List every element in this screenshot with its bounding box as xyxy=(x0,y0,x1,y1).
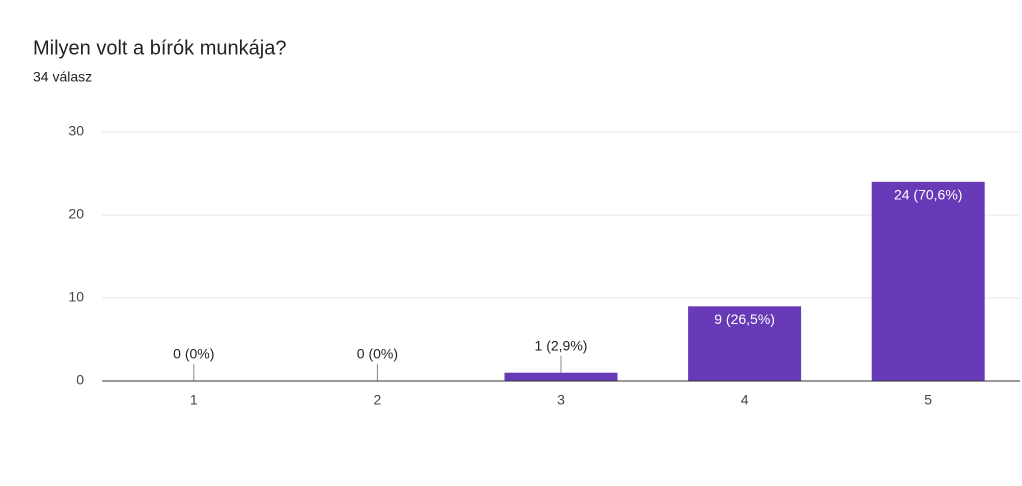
chart-subtitle: 34 válasz xyxy=(33,69,92,85)
bar xyxy=(688,306,802,381)
x-tick-label: 1 xyxy=(190,392,198,408)
y-tick-label: 0 xyxy=(76,372,84,388)
x-tick-label: 5 xyxy=(924,392,932,408)
value-label: 24 (70,6%) xyxy=(894,187,962,203)
value-label: 0 (0%) xyxy=(173,346,214,362)
value-label: 9 (26,5%) xyxy=(714,311,775,327)
x-tick-label: 4 xyxy=(741,392,749,408)
bar xyxy=(871,181,985,381)
chart-title: Milyen volt a bírók munkája? xyxy=(33,37,286,59)
x-tick-label: 2 xyxy=(374,392,382,408)
y-tick-label: 20 xyxy=(68,206,84,222)
value-label: 1 (2,9%) xyxy=(535,337,588,353)
bar xyxy=(504,372,618,381)
value-label: 0 (0%) xyxy=(357,346,398,362)
x-tick-label: 3 xyxy=(557,392,565,408)
y-tick-label: 10 xyxy=(68,289,84,305)
y-tick-label: 30 xyxy=(68,123,84,139)
